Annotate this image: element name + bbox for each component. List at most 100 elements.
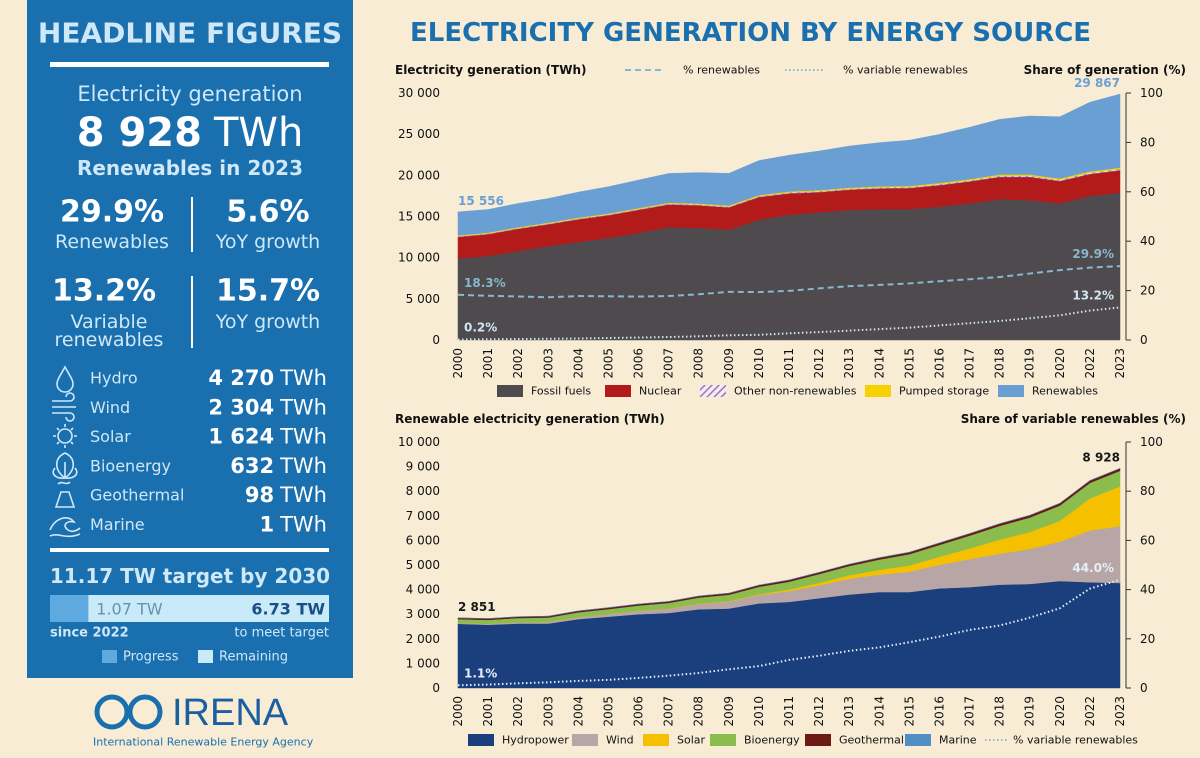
y2-tick-label: 20 <box>1140 284 1155 298</box>
y-tick-label: 25 000 <box>398 127 440 141</box>
legend-swatch <box>998 385 1024 397</box>
total-label: 29 867 <box>1074 76 1120 90</box>
hydro-icon <box>56 365 74 393</box>
y-tick-label: 7 000 <box>406 509 440 523</box>
x-tick-label: 2018 <box>993 696 1007 727</box>
stat-label: YoY growth <box>215 313 321 333</box>
x-tick-label: 2012 <box>812 696 826 727</box>
source-figure: 4 270 TWh <box>208 366 327 390</box>
legend-label: % renewables <box>683 64 760 77</box>
legend-label: Renewables <box>1032 385 1098 398</box>
x-tick-label: 2004 <box>571 348 585 379</box>
x-tick-label: 2022 <box>1083 696 1097 727</box>
x-tick-label: 2001 <box>481 348 495 379</box>
x-tick-label: 2009 <box>722 696 736 727</box>
stat-value: 13.2% <box>52 274 156 309</box>
legend-label: % variable renewables <box>843 64 968 77</box>
target-bar: 1.07 TW 6.73 TW <box>50 595 330 622</box>
area <box>457 467 1121 619</box>
value-label: 44.0% <box>1072 561 1114 575</box>
legend-swatch <box>572 734 598 746</box>
total-label: 8 928 <box>1082 450 1120 464</box>
stat-label: YoY growth <box>215 233 321 253</box>
panel-title: HEADLINE FIGURES <box>38 17 342 50</box>
chart: Renewable electricity generation (TWh) Sh… <box>395 412 1186 747</box>
legend-label: Other non-renewables <box>734 385 857 398</box>
x-tick-label: 2016 <box>932 348 946 379</box>
generation-value: 8 928 <box>77 110 202 156</box>
stat-label-box: Renewables <box>55 233 169 253</box>
x-tick-label: 2023 <box>1113 348 1127 379</box>
value-label: 29.9% <box>1072 247 1114 261</box>
y-tick-label: 6 000 <box>406 533 440 547</box>
x-tick-label: 2010 <box>752 348 766 379</box>
x-tick-label: 2000 <box>451 696 465 727</box>
x-tick-label: 2008 <box>692 348 706 379</box>
legend-swatch <box>805 734 831 746</box>
divider <box>50 62 329 67</box>
wind-icon <box>52 392 76 422</box>
logo-name: IRENA <box>172 692 289 734</box>
y2-tick-label: 80 <box>1140 484 1155 498</box>
x-tick-label: 2007 <box>662 696 676 727</box>
legend-label: Fossil fuels <box>531 385 591 398</box>
x-tick-label: 2020 <box>1053 348 1067 379</box>
x-tick-label: 2016 <box>932 696 946 727</box>
marine-icon <box>49 517 81 538</box>
target-end: to meet target <box>234 626 329 641</box>
target-start: since 2022 <box>50 626 129 641</box>
legend-label: Hydropower <box>502 734 569 747</box>
source-figure: 98 TWh <box>245 483 327 507</box>
target-title: 11.17 TW target by 2030 <box>50 564 330 588</box>
stat-value: 29.9% <box>60 195 164 230</box>
stat-label: Renewables <box>55 233 169 253</box>
charts: Electricity generation (TWh) Share of gen… <box>395 63 1186 747</box>
y2-tick-label: 60 <box>1140 185 1155 199</box>
y2-tick-label: 100 <box>1140 435 1163 449</box>
y-axis-title: Renewable electricity generation (TWh) <box>395 412 665 426</box>
y-tick-label: 15 000 <box>398 210 440 224</box>
x-tick-label: 2011 <box>782 348 796 379</box>
stat-label: Variable renewables <box>54 313 164 351</box>
total-label: 2 851 <box>458 600 496 614</box>
area <box>457 93 1121 236</box>
logo-mark <box>94 694 163 730</box>
source-figure: 1 624 TWh <box>208 425 327 449</box>
total-label: 15 556 <box>458 194 504 208</box>
x-tick-label: 2017 <box>963 348 977 379</box>
source-value: 2 304 <box>208 395 274 419</box>
x-tick-label: 2009 <box>722 348 736 379</box>
y-tick-label: 3 000 <box>406 607 440 621</box>
x-tick-label: 2022 <box>1083 348 1097 379</box>
legend-label: Nuclear <box>639 385 682 398</box>
x-tick-label: 2008 <box>692 696 706 727</box>
x-tick-label: 2000 <box>451 348 465 379</box>
y2-axis-title: Share of variable renewables (%) <box>961 412 1186 426</box>
geothermal-icon <box>54 481 76 508</box>
x-tick-label: 2007 <box>662 348 676 379</box>
y-tick-label: 9 000 <box>406 460 440 474</box>
y2-tick-label: 60 <box>1140 533 1155 547</box>
bioenergy-icon <box>52 452 78 479</box>
x-tick-label: 2012 <box>812 348 826 379</box>
source-name: Wind <box>90 398 130 417</box>
source-figure: 632 TWh <box>230 454 327 478</box>
x-tick-label: 2010 <box>752 696 766 727</box>
generation-note: Renewables in 2023 <box>77 156 303 180</box>
line <box>457 265 1121 299</box>
x-tick-label: 2005 <box>601 696 615 727</box>
source-value: 98 <box>245 483 274 507</box>
source-unit: TWh <box>279 395 327 419</box>
y2-tick-label: 80 <box>1140 135 1155 149</box>
legend-label: Geothermal <box>839 734 904 747</box>
x-tick-label: 2005 <box>601 348 615 379</box>
legend-label: Pumped storage <box>899 385 989 398</box>
value-label: 13.2% <box>1072 288 1114 302</box>
x-tick-label: 2020 <box>1053 696 1067 727</box>
x-tick-label: 2002 <box>511 696 525 727</box>
y-tick-label: 5 000 <box>406 558 440 572</box>
x-tick-label: 2023 <box>1113 696 1127 727</box>
generation-figure: 8 928 TWh <box>77 110 304 156</box>
source-name: Marine <box>90 515 145 534</box>
